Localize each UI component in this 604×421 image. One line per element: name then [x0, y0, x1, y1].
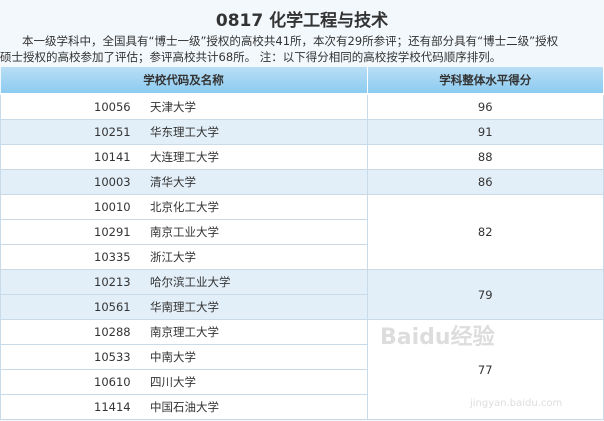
school-name: 清华大学	[150, 175, 196, 189]
score: 91	[366, 119, 604, 145]
school-code: 10610	[94, 375, 131, 389]
intro-line-2: 硕士授权的高校参加了评估；参评高校共计68所。 注：以下得分相同的高校按学校代码…	[0, 50, 502, 64]
school-name: 中南大学	[150, 350, 196, 364]
school-name: 华东理工大学	[150, 125, 219, 139]
header-school: 学校代码及名称	[0, 67, 368, 95]
table-row: 11414 中国石油大学	[0, 394, 604, 420]
school-code: 10335	[94, 250, 131, 264]
table-row: 10561 华南理工大学	[0, 294, 604, 320]
intro-line-1: 本一级学科中，全国具有“博士一级”授权的高校共41所，本次有29所参评；还有部分…	[22, 34, 559, 48]
score: 77	[366, 319, 604, 420]
score: 96	[366, 93, 604, 120]
school-code: 10288	[94, 325, 131, 339]
school-name: 北京化工大学	[150, 200, 219, 214]
school-name: 哈尔滨工业大学	[150, 275, 231, 289]
school-name: 南京理工大学	[150, 325, 219, 339]
school-code: 10291	[94, 225, 131, 239]
ranking-table: 学校代码及名称 学科整体水平得分 10056 天津大学 96 10251 华东理工大学…	[0, 67, 604, 420]
page-title: 0817 化学工程与技术	[215, 11, 389, 31]
school-code: 10213	[94, 275, 131, 289]
table-row: 10010 北京化工大学 82	[0, 194, 604, 270]
score: 79	[366, 269, 604, 320]
school-code: 10533	[94, 350, 131, 364]
school-name: 大连理工大学	[150, 150, 219, 164]
school-name: 南京工业大学	[150, 225, 219, 239]
table-row: 10141 大连理工大学 88	[0, 144, 604, 170]
table-row: 10291 南京工业大学	[0, 219, 604, 245]
table-row: 10335 浙江大学	[0, 244, 604, 270]
table-row: 10251 华东理工大学 91	[0, 119, 604, 145]
school-code: 10010	[94, 200, 131, 214]
table-header: 学校代码及名称 学科整体水平得分	[0, 67, 604, 95]
school-code: 10141	[94, 150, 131, 164]
table-row: 10610 四川大学	[0, 369, 604, 395]
school-name: 华南理工大学	[150, 300, 219, 314]
score: 82	[366, 194, 604, 270]
school-code: 10056	[94, 100, 131, 114]
school-name: 浙江大学	[150, 250, 196, 264]
school-code: 10003	[94, 175, 131, 189]
table-row: 10056 天津大学 96	[0, 93, 604, 120]
school-code: 10251	[94, 125, 131, 139]
intro-text: 本一级学科中，全国具有“博士一级”授权的高校共41所，本次有29所参评；还有部分…	[0, 33, 604, 65]
table-row: 10288 南京理工大学 77	[0, 319, 604, 420]
table-row: 10003 清华大学 86	[0, 169, 604, 195]
score: 86	[366, 169, 604, 195]
school-name: 天津大学	[150, 100, 196, 114]
watermark-logo: Baidu经验	[380, 325, 495, 350]
score: 88	[366, 144, 604, 170]
school-code: 11414	[94, 400, 131, 414]
school-code: 10561	[94, 300, 131, 314]
header-score: 学科整体水平得分	[367, 67, 604, 95]
watermark-url: jingyan.baidu.com	[470, 398, 563, 409]
table-row: 10213 哈尔滨工业大学 79	[0, 269, 604, 320]
school-name: 中国石油大学	[150, 400, 219, 414]
school-name: 四川大学	[150, 375, 196, 389]
